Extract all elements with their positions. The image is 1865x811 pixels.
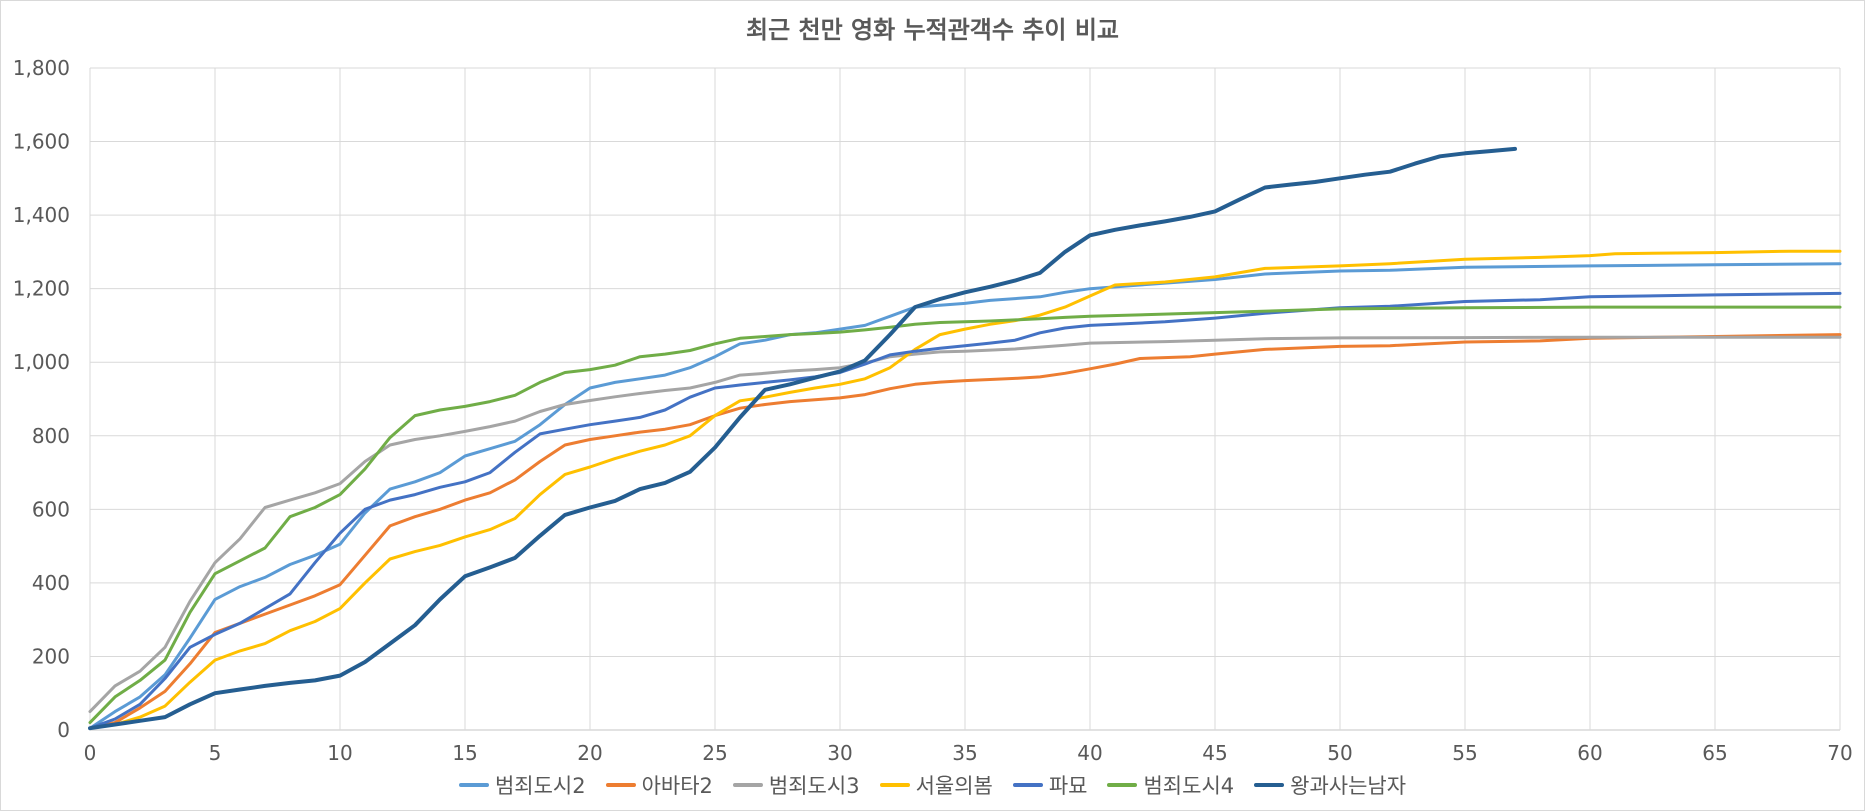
- x-tick-label: 55: [1452, 741, 1477, 765]
- series-line-4: [88, 291, 1842, 730]
- legend-label: 서울의봄: [915, 774, 993, 798]
- x-tick-label: 15: [452, 741, 477, 765]
- legend-item: 왕과사는남자: [1254, 770, 1406, 800]
- y-tick-label: 1,600: [13, 130, 70, 154]
- series-line-5: [88, 305, 1842, 725]
- series-line-6: [88, 146, 1517, 731]
- legend-swatch: [605, 783, 636, 787]
- grid: [89, 67, 1841, 731]
- legend-swatch: [879, 783, 910, 787]
- legend-item: 범죄도시2: [458, 770, 586, 800]
- legend-label: 파묘: [1048, 774, 1088, 798]
- x-tick-label: 35: [952, 741, 977, 765]
- legend-swatch: [458, 783, 489, 787]
- x-tick-label: 0: [84, 741, 97, 765]
- legend-item: 범죄도시4: [1107, 770, 1234, 800]
- y-axis-ticks: 0 200 400 600 800 1,000 1,200 1,400 1,600 1,800: [13, 56, 70, 742]
- legend-label: 범죄도시3: [768, 774, 860, 798]
- series-line-2: [88, 335, 1842, 714]
- y-tick-label: 800: [32, 424, 70, 448]
- x-tick-label: 10: [327, 741, 352, 765]
- y-tick-label: 600: [32, 497, 70, 521]
- legend-label: 범죄도시4: [1143, 774, 1235, 798]
- legend-swatch: [1012, 783, 1043, 787]
- x-tick-label: 30: [827, 741, 852, 765]
- x-tick-label: 50: [1327, 741, 1352, 765]
- legend-label: 범죄도시2: [494, 774, 586, 798]
- legend-swatch: [1107, 783, 1138, 787]
- x-tick-label: 60: [1577, 741, 1602, 765]
- legend-swatch: [732, 783, 763, 787]
- legend-item: 서울의봄: [879, 770, 993, 800]
- legend: 범죄도시2 아바타2 범죄도시3 서울의봄 파묘 범죄도시4 왕과사는남자: [0, 770, 1865, 800]
- x-tick-label: 20: [577, 741, 602, 765]
- series-line-1: [88, 333, 1842, 730]
- series-line-0: [88, 262, 1842, 730]
- x-tick-label: 70: [1827, 741, 1852, 765]
- y-tick-label: 400: [32, 571, 70, 595]
- y-tick-label: 1,800: [13, 56, 70, 80]
- y-tick-label: 1,200: [13, 277, 70, 301]
- x-axis-ticks: 0 5 10 15 20 25 30 35 40 45 50 55 60 65 70: [84, 741, 1853, 765]
- legend-swatch: [1254, 783, 1285, 787]
- legend-item: 아바타2: [605, 770, 713, 800]
- legend-label: 왕과사는남자: [1290, 774, 1407, 798]
- series-line-3: [88, 249, 1842, 730]
- y-tick-label: 1,400: [13, 203, 70, 227]
- y-tick-label: 200: [32, 644, 70, 668]
- x-tick-label: 25: [702, 741, 727, 765]
- legend-item: 파묘: [1012, 770, 1088, 800]
- x-tick-label: 45: [1202, 741, 1227, 765]
- x-tick-label: 40: [1077, 741, 1102, 765]
- x-tick-label: 5: [209, 741, 222, 765]
- y-tick-label: 0: [57, 718, 70, 742]
- legend-label: 아바타2: [641, 774, 713, 798]
- chart-title: 최근 천만 영화 누적관객수 추이 비교: [746, 16, 1119, 44]
- x-tick-label: 65: [1702, 741, 1727, 765]
- series-lines: [88, 146, 1842, 731]
- legend-item: 범죄도시3: [732, 770, 860, 800]
- y-tick-label: 1,000: [13, 350, 70, 374]
